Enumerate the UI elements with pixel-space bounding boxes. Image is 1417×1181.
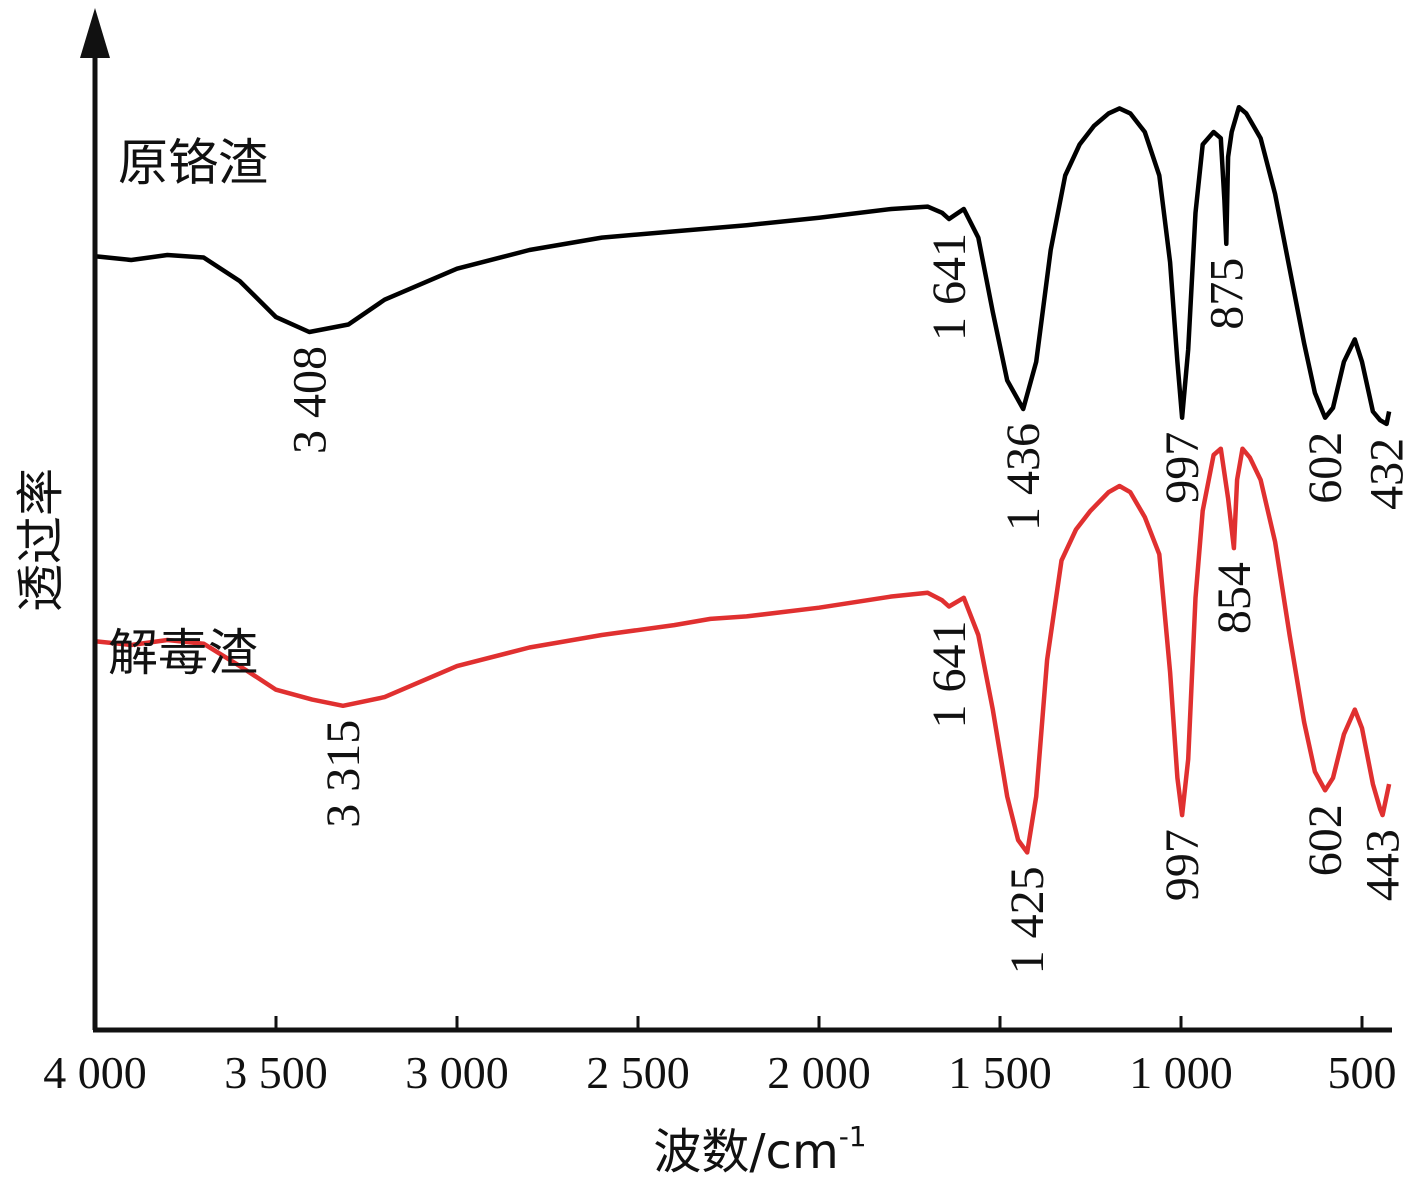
peak-label: 1 641 (923, 233, 976, 341)
y-axis-arrow (80, 8, 110, 58)
x-tick-label: 1 000 (1129, 1047, 1233, 1098)
peak-label: 3 408 (283, 346, 336, 454)
y-axis-title: 透过率 (13, 468, 69, 612)
peak-label: 854 (1208, 562, 1261, 634)
peak-label: 3 315 (317, 720, 370, 828)
x-tick-label: 1 500 (948, 1047, 1052, 1098)
axes: 4 000 3 500 3 000 2 500 2 000 1 500 1 000 500 (43, 8, 1397, 1098)
peak-label: 602 (1299, 804, 1352, 876)
peak-label: 432 (1361, 438, 1414, 510)
peak-label: 997 (1156, 432, 1209, 504)
series-name-label: 解毒渣 (108, 624, 258, 682)
peak-label: 1 436 (997, 423, 1050, 531)
x-tick-label: 500 (1328, 1047, 1397, 1098)
x-tick-label: 4 000 (43, 1047, 147, 1098)
x-tick-label: 2 500 (586, 1047, 690, 1098)
x-ticks: 4 000 3 500 3 000 2 500 2 000 1 500 1 000 500 (43, 1016, 1397, 1098)
x-tick-label: 3 000 (405, 1047, 509, 1098)
peak-label: 875 (1200, 258, 1253, 330)
series-layer (94, 104, 1392, 855)
x-axis-title-main: 波数/cm (653, 1124, 838, 1180)
peak-label: 1 425 (1001, 866, 1054, 974)
x-axis-title-sup: -1 (839, 1120, 867, 1153)
peak-label: 443 (1357, 829, 1410, 901)
peak-label: 1 641 (923, 621, 976, 729)
x-tick-label: 2 000 (767, 1047, 871, 1098)
series-line-1 (94, 446, 1392, 855)
peak-label: 602 (1299, 432, 1352, 504)
series-line-0 (94, 104, 1392, 427)
series-name-label: 原铬渣 (118, 134, 268, 192)
peak-label: 997 (1156, 829, 1209, 901)
x-tick-label: 3 500 (224, 1047, 328, 1098)
x-axis-title: 波数/cm-1 (653, 1120, 866, 1180)
